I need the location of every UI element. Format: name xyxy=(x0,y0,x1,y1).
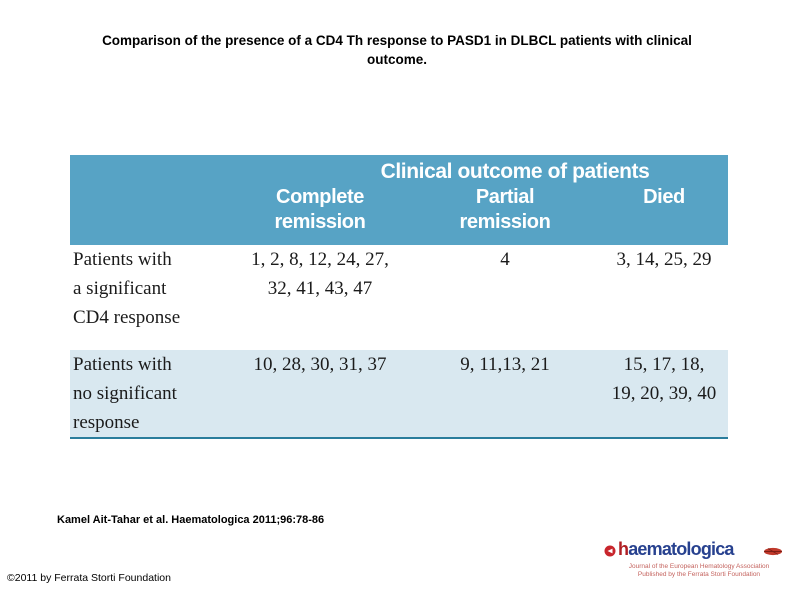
logo-row: haematologica xyxy=(604,540,784,562)
cell-significant-died: 3, 14, 25, 29 xyxy=(616,249,712,270)
slide-title: Comparison of the presence of a CD4 Th r… xyxy=(102,33,692,67)
column-header-partial-remission: Partial remission xyxy=(410,185,600,245)
table-corner-cell xyxy=(70,155,230,185)
table-span-header: Clinical outcome of patients xyxy=(230,155,729,185)
cell-nosignificant-partial: 9, 11,13, 21 xyxy=(460,354,550,375)
cell-significant-complete: 1, 2, 8, 12, 24, 27, 32, 41, 43, 47 xyxy=(251,249,389,299)
table-row: Patients with a significant CD4 response… xyxy=(70,245,729,350)
haematologica-wordmark: haematologica xyxy=(618,540,734,558)
haematologica-drop-icon xyxy=(604,544,616,557)
cell-nosignificant-complete: 10, 28, 30, 31, 37 xyxy=(253,354,387,375)
wordmark-h: h xyxy=(618,539,629,559)
table-header: Clinical outcome of patients Complete re… xyxy=(70,155,729,245)
cell-significant-partial: 4 xyxy=(500,249,510,270)
cell-nosignificant-died: 15, 17, 18, 19, 20, 39, 40 xyxy=(611,354,717,404)
column-header-complete-remission: Complete remission xyxy=(230,185,410,245)
table-span-header-row: Clinical outcome of patients xyxy=(70,155,729,185)
wordmark-rest: aematologica xyxy=(628,539,734,559)
eha-mark-icon xyxy=(762,544,784,562)
column-header-died: Died xyxy=(600,185,729,245)
table-row: Patients with no significant response 10… xyxy=(70,350,729,438)
table-column-header-row: Complete remission Partial remission Die… xyxy=(70,185,729,245)
citation: Kamel Ait-Tahar et al. Haematologica 201… xyxy=(57,514,325,526)
row-label-no-significant-response: Patients with no significant response xyxy=(73,354,177,433)
haematologica-logo: haematologica Journal of the European He… xyxy=(604,540,784,578)
logo-tagline: Journal of the European Hematology Assoc… xyxy=(628,563,770,578)
clinical-outcome-table: Clinical outcome of patients Complete re… xyxy=(70,155,729,439)
row-label-significant-response: Patients with a significant CD4 response xyxy=(73,249,181,328)
table-body: Patients with a significant CD4 response… xyxy=(70,245,729,438)
table-corner-cell xyxy=(70,185,230,245)
copyright-text: ©2011 by Ferrata Storti Foundation xyxy=(7,572,171,584)
